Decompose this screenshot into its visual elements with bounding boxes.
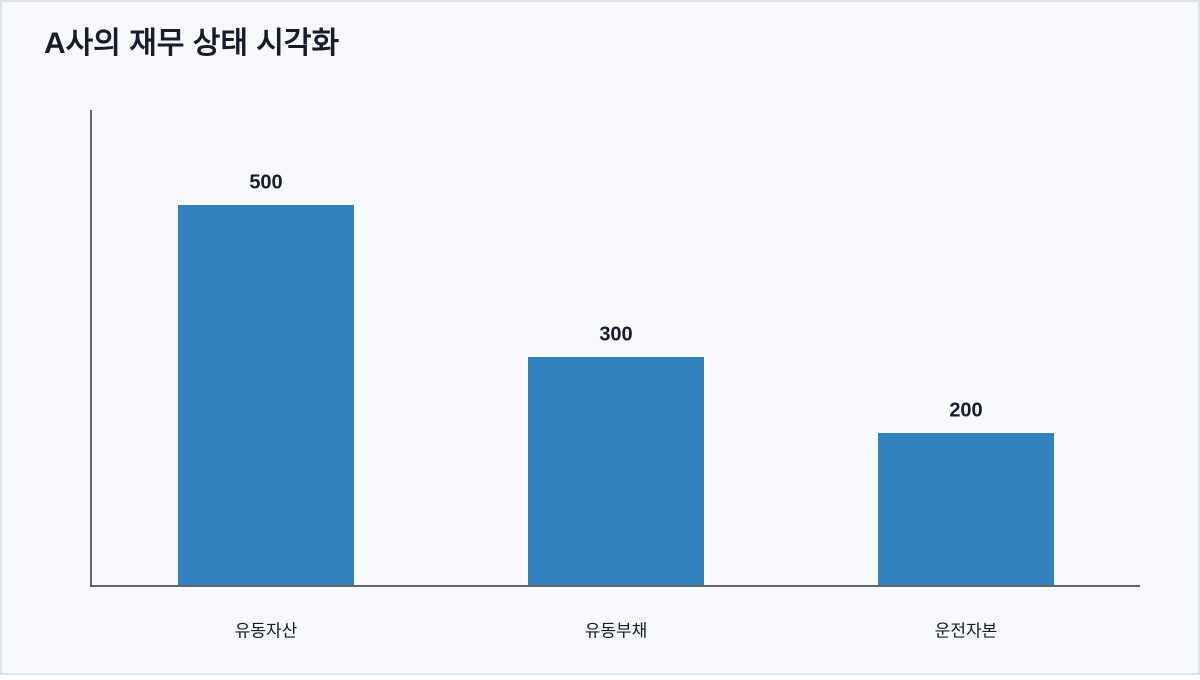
x-tick-label: 운전자본 [935,621,998,640]
value-label: 300 [599,323,632,345]
value-label: 500 [249,171,282,193]
bar [528,357,704,585]
x-tick-label: 유동부채 [585,621,648,640]
value-label: 200 [949,399,982,421]
chart-title: A사의 재무 상태 시각화 [44,27,339,60]
bar [178,205,354,585]
bar [878,433,1054,585]
x-tick-label: 유동자산 [235,621,298,640]
